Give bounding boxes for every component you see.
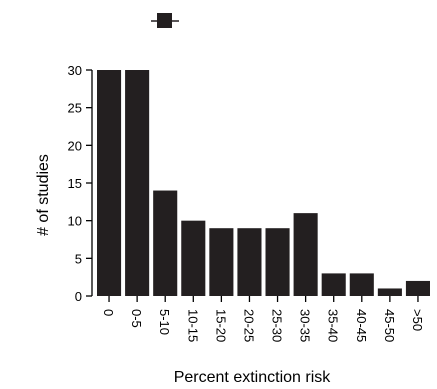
y-tick-label-20: 20 (68, 138, 82, 153)
y-axis-title: # of studies (35, 154, 52, 236)
x-tick-label-35-40: 35-40 (326, 309, 341, 342)
x-tick-label-5-10: 5-10 (157, 309, 172, 335)
bars-group (97, 70, 430, 296)
bar-45-50 (377, 288, 402, 296)
y-tick-label-10: 10 (68, 214, 82, 229)
bar-0 (97, 70, 122, 296)
legend (151, 13, 179, 28)
x-tick-label-25-30: 25-30 (270, 309, 285, 342)
y-tick-label-0: 0 (75, 289, 82, 304)
x-axis-title: Percent extinction risk (174, 369, 332, 386)
y-tick-label-5: 5 (75, 251, 82, 266)
legend-square-marker (157, 13, 172, 28)
bar-5-10 (153, 190, 178, 296)
bar-35-40 (321, 273, 346, 296)
x-tick-label-20-25: 20-25 (241, 309, 256, 342)
x-tick-label-10-15: 10-15 (185, 309, 200, 342)
x-tick-label->50: >50 (410, 309, 425, 331)
x-tick-label-40-45: 40-45 (354, 309, 369, 342)
bar-25-30 (265, 228, 290, 296)
x-tick-label-45-50: 45-50 (382, 309, 397, 342)
x-tick-label-30-35: 30-35 (298, 309, 313, 342)
x-tick-label-0-5: 0-5 (129, 309, 144, 328)
y-axis: 0 5 10 15 20 25 30 (68, 63, 93, 304)
x-tick-label-15-20: 15-20 (213, 309, 228, 342)
bar-30-35 (293, 213, 318, 296)
bar-40-45 (349, 273, 374, 296)
x-axis: 0 0-5 5-10 10-15 15-20 20-25 25-30 30-35 35-40 40… (101, 296, 425, 342)
bar->50 (405, 280, 430, 296)
x-tick-label-0: 0 (101, 309, 116, 316)
bar-15-20 (209, 228, 234, 296)
bar-0-5 (125, 70, 150, 296)
bar-10-15 (181, 220, 206, 296)
y-tick-label-15: 15 (68, 176, 82, 191)
bar-20-25 (237, 228, 262, 296)
y-tick-label-25: 25 (68, 101, 82, 116)
y-tick-label-30: 30 (68, 63, 82, 78)
